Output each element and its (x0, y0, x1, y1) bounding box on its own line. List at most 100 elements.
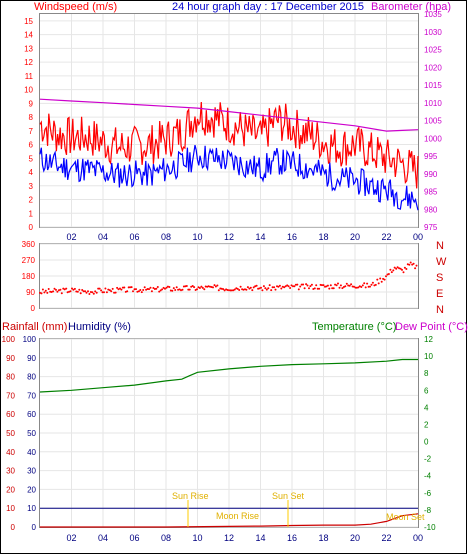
direction-tick-label: 90 (26, 288, 35, 297)
temperature-axis-label: Temperature (°C) (312, 321, 396, 333)
direction-point (261, 289, 264, 292)
direction-point (296, 283, 299, 286)
rain-tick-label: 0 (11, 523, 16, 532)
direction-point (292, 285, 294, 288)
rain-tick-label: 100 (2, 335, 16, 344)
direction-point (242, 288, 245, 291)
direction-point (85, 291, 88, 294)
direction-point (236, 287, 239, 290)
direction-point (321, 284, 323, 287)
direction-point (371, 281, 374, 284)
direction-point (204, 285, 207, 288)
direction-point (274, 288, 277, 291)
y-right-tick-label: 995 (424, 152, 438, 161)
direction-point (166, 285, 169, 288)
direction-point (81, 289, 84, 291)
barometer-y-axis: 975 980 985 990 995 1000 1005 1010 1015 1020 1025 1… (424, 10, 442, 232)
direction-point (332, 287, 335, 290)
direction-point (392, 269, 395, 272)
direction-point (374, 283, 377, 286)
direction-point (338, 286, 341, 289)
humidity-tick-label: 20 (27, 485, 36, 494)
direction-point (129, 286, 132, 289)
direction-point (280, 287, 283, 290)
direction-point (191, 285, 194, 287)
direction-point (113, 291, 116, 294)
y-right-tick-label: 1000 (424, 134, 442, 143)
direction-point (406, 263, 409, 266)
direction-tick-label: 360 (22, 240, 36, 249)
direction-point (293, 285, 296, 288)
direction-tick-label: 0 (31, 304, 36, 313)
direction-point (305, 283, 308, 286)
direction-point (328, 287, 331, 290)
direction-letter-s: S (436, 272, 443, 284)
humidity-tick-label: 90 (27, 354, 36, 363)
direction-point (190, 285, 193, 288)
direction-point (252, 286, 255, 289)
barometer-line (39, 98, 419, 132)
y-tick-label: 4 (29, 168, 34, 177)
direction-point (271, 286, 274, 289)
temp-tick-label: 6 (424, 386, 429, 395)
temp-tick-label: 10 (424, 352, 433, 361)
direction-point (363, 282, 366, 285)
direction-point (87, 290, 89, 293)
direction-point (97, 287, 100, 290)
direction-point (303, 287, 306, 290)
direction-letter-n2: N (436, 304, 444, 316)
humidity-tick-label: 10 (27, 504, 36, 513)
direction-point (133, 288, 136, 291)
x-tick-label: 20 (350, 232, 360, 242)
windspeed-gust-line (39, 101, 419, 189)
direction-point (220, 287, 223, 290)
direction-point (383, 278, 386, 281)
direction-point (251, 289, 254, 292)
y-tick-label: 10 (24, 86, 33, 95)
rain-tick-label: 70 (6, 391, 15, 400)
direction-point (246, 286, 249, 289)
direction-point (350, 283, 353, 286)
y-tick-label: 0 (29, 223, 34, 232)
direction-point (290, 284, 293, 287)
direction-point (72, 288, 75, 291)
direction-point (169, 289, 172, 292)
direction-point (105, 291, 108, 294)
direction-point (196, 288, 198, 291)
direction-point (94, 290, 97, 293)
direction-point (347, 284, 350, 287)
rainfall-line (40, 513, 419, 528)
direction-point (312, 288, 315, 290)
y-right-tick-label: 1005 (424, 117, 442, 126)
direction-point (188, 288, 191, 291)
direction-point (177, 288, 180, 291)
direction-point (408, 263, 411, 266)
direction-point (382, 277, 385, 280)
direction-point (47, 288, 50, 290)
direction-point (71, 287, 73, 290)
direction-point (315, 284, 318, 287)
direction-point (98, 287, 101, 290)
temp-tick-label: -8 (424, 506, 432, 515)
direction-point (265, 288, 268, 291)
x-tick-label: 00 (413, 232, 423, 242)
direction-point (69, 290, 72, 293)
direction-point (155, 287, 158, 290)
direction-point (214, 285, 217, 288)
direction-point (389, 268, 392, 271)
direction-point (103, 291, 105, 294)
direction-point (92, 292, 95, 295)
direction-point (228, 289, 230, 292)
direction-point (156, 286, 159, 288)
direction-point (78, 288, 81, 291)
direction-point (66, 291, 69, 294)
direction-point (57, 289, 60, 292)
sun-set-label: Sun Set (272, 491, 305, 501)
y-tick-label: 15 (24, 17, 33, 26)
direction-point (137, 290, 140, 293)
direction-point (264, 287, 267, 290)
x-tick-label: 14 (255, 232, 265, 242)
direction-point (63, 288, 66, 291)
direction-point (212, 286, 214, 289)
windspeed-line (39, 144, 419, 211)
